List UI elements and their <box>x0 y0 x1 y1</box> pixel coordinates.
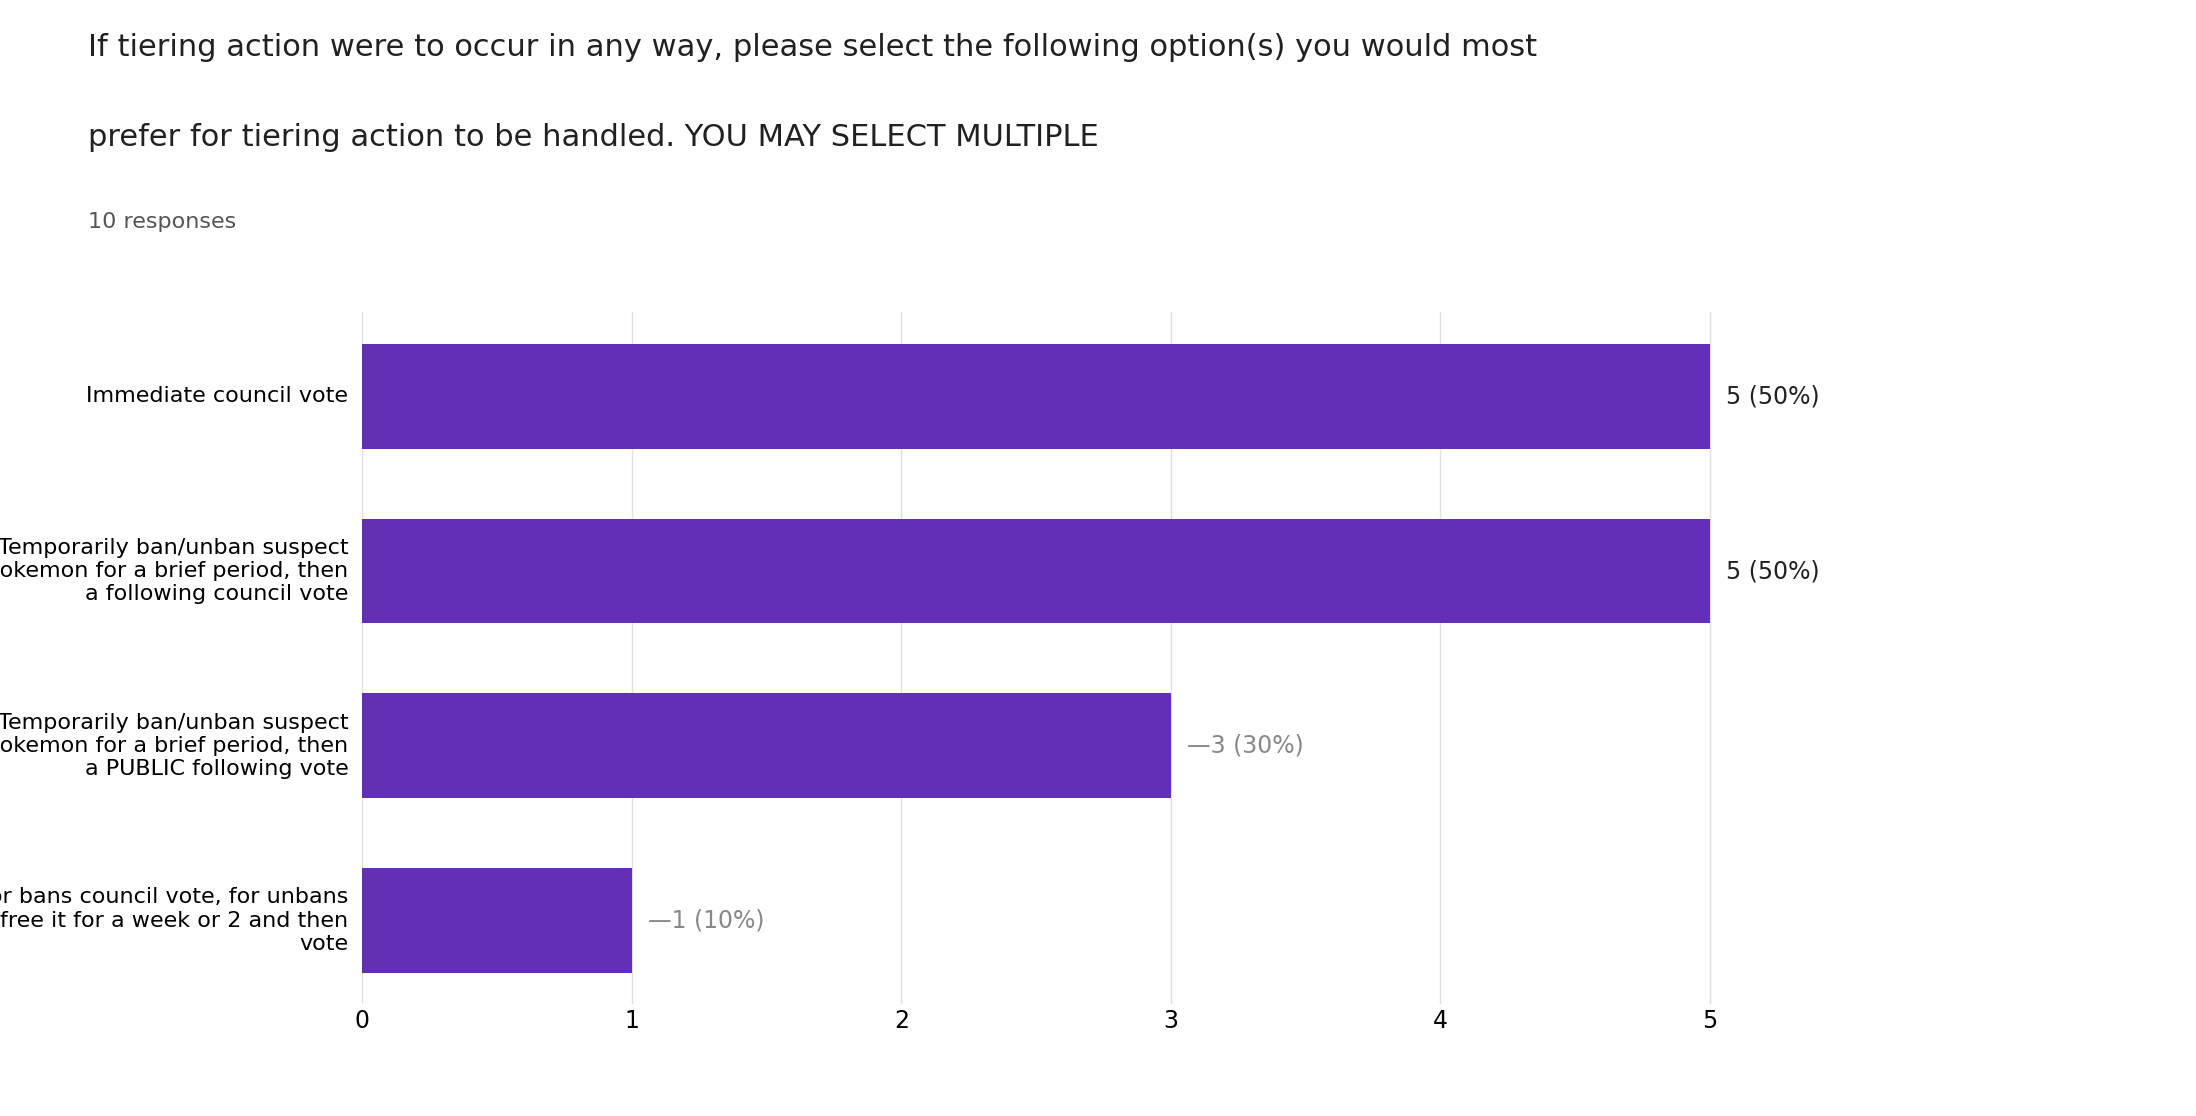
Text: —1 (10%): —1 (10%) <box>648 908 764 933</box>
Bar <box>362 868 632 973</box>
Text: 5 (50%): 5 (50%) <box>1726 384 1820 408</box>
Bar <box>362 344 1711 449</box>
Text: 5 (50%): 5 (50%) <box>1726 559 1820 583</box>
Bar <box>362 693 1170 798</box>
Text: 10 responses: 10 responses <box>88 212 237 232</box>
Text: —3 (30%): —3 (30%) <box>1188 734 1304 758</box>
Text: If tiering action were to occur in any way, please select the following option(s: If tiering action were to occur in any w… <box>88 33 1537 62</box>
Text: prefer for tiering action to be handled. YOU MAY SELECT MULTIPLE: prefer for tiering action to be handled.… <box>88 123 1098 152</box>
Bar <box>362 519 1711 624</box>
